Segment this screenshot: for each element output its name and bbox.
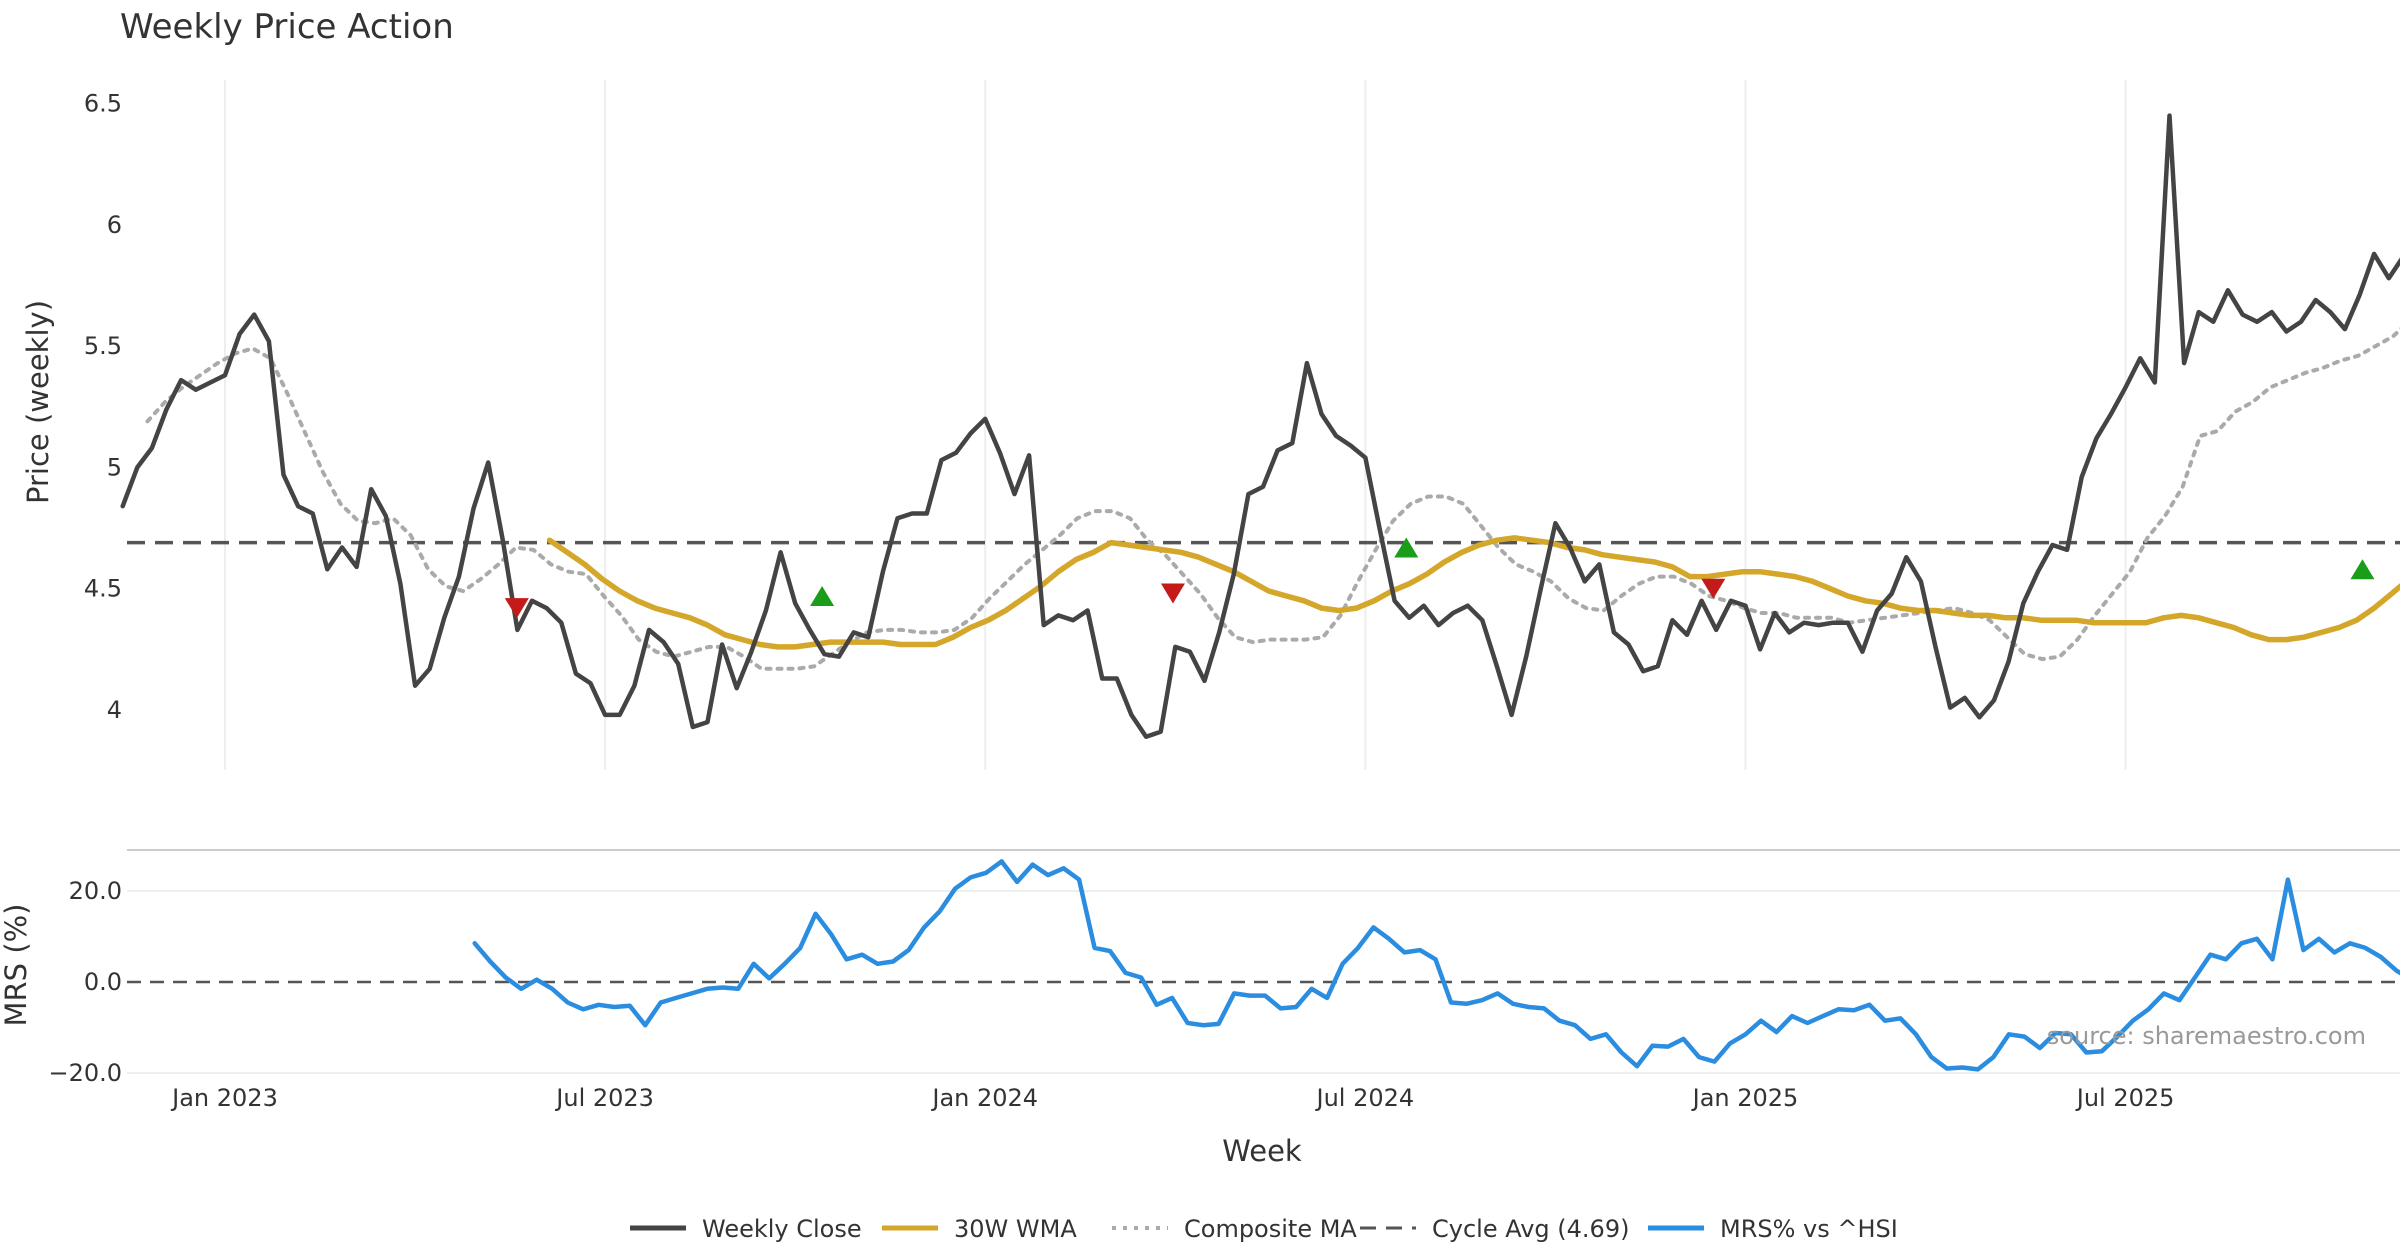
legend-item: Composite MA (1112, 1215, 1357, 1243)
weekly-close-line (120, 113, 2400, 739)
buy-signal-marker (1394, 537, 1419, 558)
legend-label: 30W WMA (954, 1215, 1077, 1243)
sell-signal-marker (1160, 583, 1185, 604)
price-y-tick-label: 4.5 (84, 575, 122, 603)
x-tick-label: Jul 2023 (554, 1084, 654, 1112)
legend-item: MRS% vs ^HSI (1648, 1215, 1898, 1243)
source-note: source: sharemaestro.com (2047, 1022, 2366, 1050)
mrs-y-tick-label: −20.0 (48, 1059, 122, 1087)
mrs-layer (127, 859, 2400, 1072)
price-y-tick-label: 5.5 (84, 332, 122, 360)
series-layer (120, 113, 2400, 739)
x-tick-label: Jul 2025 (2075, 1084, 2175, 1112)
x-tick-label: Jan 2024 (930, 1084, 1038, 1112)
legend-item: Cycle Avg (4.69) (1360, 1215, 1629, 1243)
price-y-axis-label: Price (weekly) (21, 300, 55, 504)
sell-signal-marker (504, 598, 529, 619)
x-tick-label: Jan 2025 (1691, 1084, 1799, 1112)
legend-label: Composite MA (1184, 1215, 1357, 1243)
chart-title: Weekly Price Action (120, 7, 454, 47)
x-tick-label: Jul 2024 (1315, 1084, 1415, 1112)
legend-label: Cycle Avg (4.69) (1432, 1215, 1629, 1243)
legend-item: 30W WMA (882, 1215, 1077, 1243)
price-y-tick-label: 6 (107, 211, 122, 239)
buy-signal-marker (810, 585, 835, 606)
price-y-tick-label: 6.5 (84, 90, 122, 118)
mrs-y-tick-label: 20.0 (69, 877, 122, 905)
x-axis-label: Week (1222, 1134, 1302, 1168)
mrs-y-axis-label: MRS (%) (0, 904, 33, 1027)
mrs-y-tick-label: 0.0 (84, 968, 122, 996)
axes-layer: 4 4.5 5 5.5 6 6.5 20.0 0.0 −20.0 Jan 2023 Jul 2023… (48, 90, 2174, 1113)
grid-layer (127, 80, 2400, 1074)
wma-30w-line (546, 535, 2400, 650)
price-y-tick-label: 4 (107, 696, 122, 724)
mrs-line (472, 859, 2400, 1072)
legend: Weekly Close 30W WMA Composite MA Cycle Avg… (630, 1215, 1898, 1243)
legend-item: Weekly Close (630, 1215, 862, 1243)
buy-signal-marker (2350, 559, 2375, 580)
x-tick-label: Jan 2023 (170, 1084, 278, 1112)
sell-signal-marker (1701, 578, 1726, 599)
composite-ma-line (145, 326, 2400, 671)
legend-label: Weekly Close (702, 1215, 862, 1243)
legend-label: MRS% vs ^HSI (1720, 1215, 1898, 1243)
price-y-tick-label: 5 (107, 453, 122, 481)
